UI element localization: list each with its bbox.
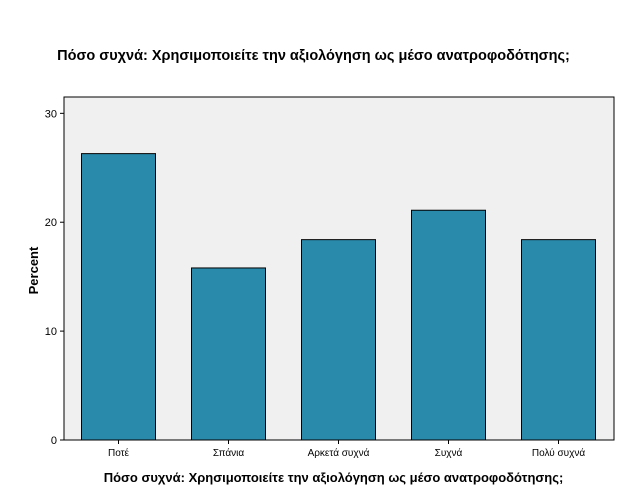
x-axis-title: Πόσο συχνά: Χρησιμοποιείτε την αξιολόγησ… [103,470,564,485]
bar [521,239,596,441]
x-tick-label: Πολύ συχνά [532,447,585,459]
x-tick-label: Σπάνια [213,447,244,459]
x-tick-label: Ποτέ [108,447,130,459]
chart-title: Πόσο συχνά: Χρησιμοποιείτε την αξιολόγησ… [57,48,570,64]
x-tick-label: Συχνά [435,447,463,459]
bar [191,267,266,441]
y-tick-label: 20 [45,217,57,229]
y-tick-label: 0 [51,435,57,447]
y-axis-title: Percent [26,246,41,294]
x-tick-label: Αρκετά συχνά [308,447,370,459]
bar [81,153,156,441]
bar [301,239,376,441]
y-tick-label: 30 [45,108,57,120]
y-tick-label: 10 [45,326,57,338]
bar [411,209,486,441]
